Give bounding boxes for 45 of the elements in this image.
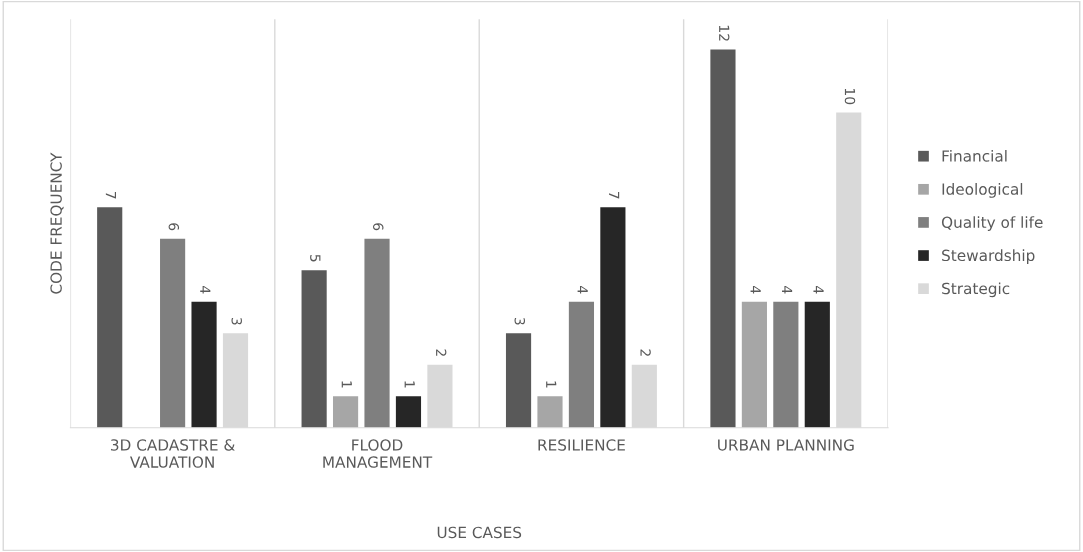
y-axis-title: CODE FREQUENCY <box>50 152 64 294</box>
bar <box>505 333 532 428</box>
bar <box>804 301 830 428</box>
data-label: 1 <box>341 381 352 388</box>
data-label: 6 <box>168 223 180 231</box>
x-axis-title: USE CASES <box>437 526 522 539</box>
bar <box>710 49 736 428</box>
data-label: 2 <box>436 349 447 356</box>
legend-label: Strategic <box>942 282 1010 298</box>
data-label: 1 <box>546 381 557 388</box>
bar <box>160 238 186 428</box>
bar <box>741 301 767 428</box>
bar <box>301 270 327 428</box>
x-tick-label: RESILIENCE <box>538 439 625 451</box>
bar <box>600 207 626 428</box>
data-label: 12 <box>719 25 730 41</box>
bar <box>332 396 359 428</box>
data-label: 4 <box>782 286 793 294</box>
bar <box>773 301 799 428</box>
legend-label: Quality of life <box>941 216 1043 231</box>
legend-label: Financial <box>942 149 1007 162</box>
bar <box>395 396 422 428</box>
data-label: 3 <box>231 317 242 325</box>
x-tick-label: FLOOD MANAGEMENT <box>323 439 433 468</box>
legend-label: Stewardship <box>942 249 1035 265</box>
data-label: 4 <box>577 286 588 294</box>
data-label: 4 <box>200 286 211 294</box>
x-tick-label: URBAN PLANNING <box>718 439 854 451</box>
data-label: 4 <box>813 286 824 294</box>
x-tick-label: 3D CADASTRE & VALUATION <box>111 439 235 468</box>
legend-label: Ideological <box>942 183 1023 198</box>
data-label: 10 <box>844 88 856 105</box>
data-label: 1 <box>404 381 415 388</box>
data-label: 3 <box>514 317 526 325</box>
bar <box>97 207 123 428</box>
data-label: 2 <box>640 349 651 356</box>
data-label: 6 <box>372 223 384 231</box>
bar <box>537 396 563 428</box>
bar <box>191 301 217 428</box>
data-label: 5 <box>310 254 321 262</box>
data-label: 7 <box>609 191 620 199</box>
bar <box>364 238 390 428</box>
data-label: 4 <box>750 286 761 294</box>
bar <box>568 301 595 428</box>
data-label: 7 <box>105 191 116 199</box>
